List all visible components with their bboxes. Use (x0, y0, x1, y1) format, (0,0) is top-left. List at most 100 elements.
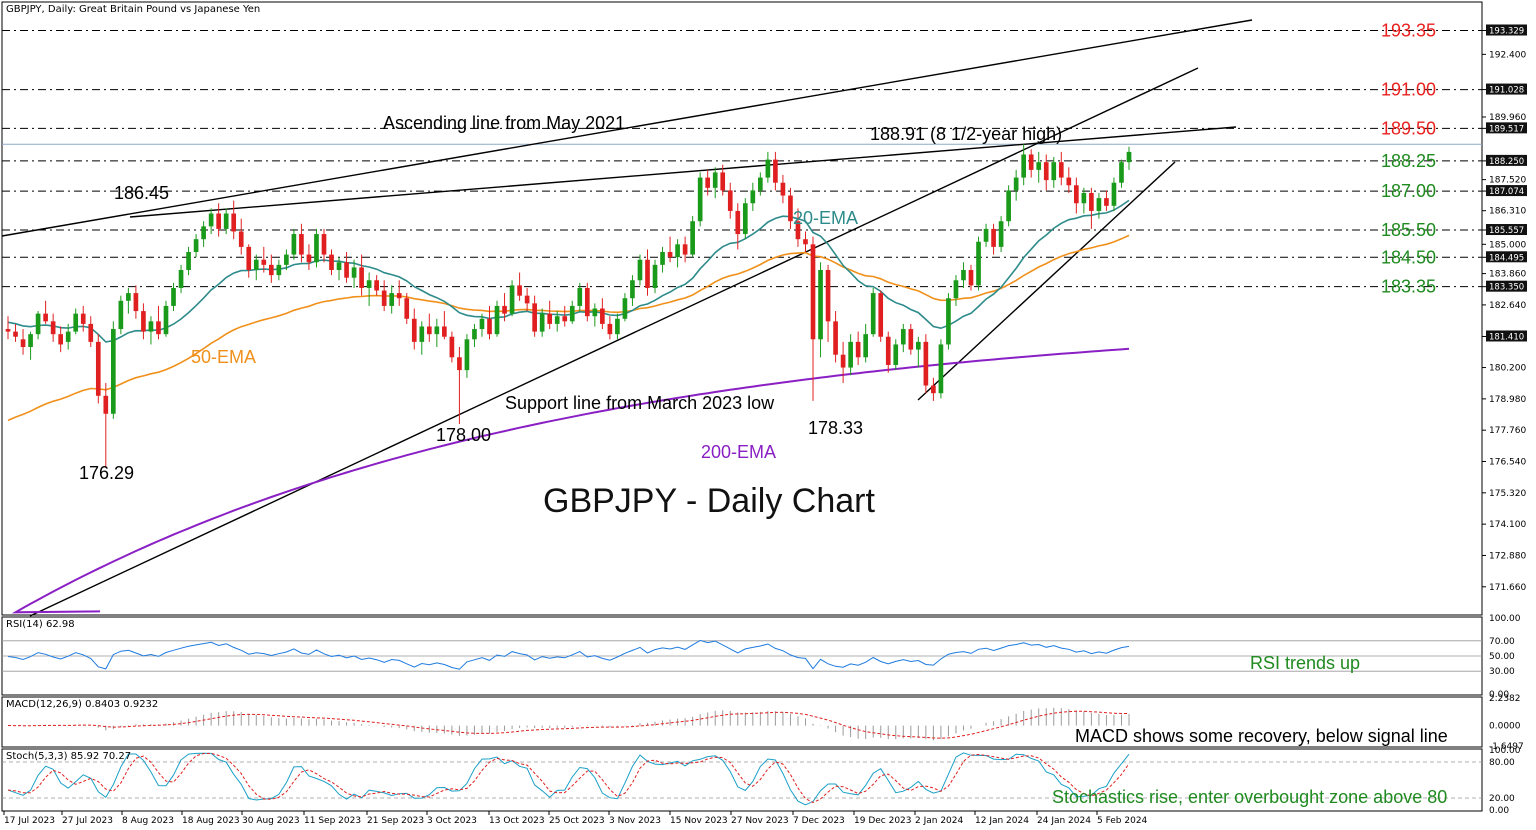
candle-body (946, 298, 951, 345)
candle (389, 285, 395, 314)
candle (652, 259, 658, 294)
candle (637, 254, 643, 286)
candle-body (5, 329, 11, 332)
candle (426, 313, 432, 342)
candle (592, 303, 598, 327)
candle-body (396, 293, 402, 299)
candle (509, 280, 515, 317)
candle-body (351, 267, 357, 278)
stoch-k-line (7, 752, 1130, 806)
candle (1036, 151, 1042, 183)
candle (494, 300, 500, 337)
candle (532, 295, 537, 337)
price-tag-label: 189.517 (1489, 124, 1524, 134)
candle (991, 223, 996, 255)
candle (1021, 144, 1027, 186)
candle-body (607, 323, 613, 335)
candle (840, 341, 846, 383)
candle-body (577, 287, 583, 306)
candle (1119, 159, 1124, 188)
candle-body (539, 313, 545, 332)
candle (712, 167, 718, 199)
candle (163, 300, 169, 337)
macd-tick-label: 0.0000 (1489, 722, 1521, 732)
price-tick-label: 189.960 (1489, 113, 1526, 123)
candle-body (976, 241, 981, 286)
price-tick-label: 177.760 (1489, 426, 1526, 436)
candle-body (742, 203, 748, 235)
candle-body (1036, 162, 1042, 170)
date-tick-label: 17 Jul 2023 (4, 816, 55, 826)
candle-body (126, 293, 131, 301)
macd-header: MACD(12,26,9) 0.8403 0.9232 (6, 699, 158, 710)
candle (464, 334, 470, 378)
stoch-d-line (7, 752, 1130, 804)
trendline (917, 161, 1176, 401)
levels-layer: 193.35 191.00 189.50 188.25 187.00 185.50 184.… (2, 20, 1482, 297)
candle-body (810, 244, 816, 340)
candle (1081, 187, 1087, 214)
candle (359, 254, 364, 296)
candle (118, 295, 124, 335)
candle-body (223, 213, 229, 229)
candle-body (667, 252, 673, 258)
price-tag-label: 187.074 (1489, 187, 1524, 197)
candle (908, 323, 914, 355)
candle (208, 208, 214, 235)
candle (141, 303, 146, 340)
candle-body (434, 326, 440, 335)
candle (411, 308, 417, 350)
candle-body (479, 318, 485, 330)
candle-body (758, 177, 763, 191)
candle (622, 293, 628, 322)
candle (758, 172, 763, 196)
candle (855, 331, 861, 365)
candle (126, 287, 131, 314)
candle-body (615, 318, 620, 335)
candle-body (1104, 198, 1109, 206)
price-tick-label: 187.520 (1489, 176, 1526, 186)
date-tick-label: 15 Nov 2023 (670, 816, 728, 826)
candle-body (991, 228, 996, 247)
candle (381, 280, 387, 312)
stoch-note: Stochastics rise, enter overbought zone … (1052, 787, 1447, 807)
candle (675, 239, 680, 268)
candle-body (193, 239, 199, 253)
candle-body (893, 344, 899, 365)
date-tick-label: 8 Aug 2023 (122, 816, 174, 826)
candle-body (148, 321, 154, 332)
date-tick-label: 27 Jul 2023 (62, 816, 113, 826)
candle-body (705, 177, 711, 188)
candle (885, 331, 891, 373)
price-tick-label: 182.640 (1489, 301, 1526, 311)
rsi-header: RSI(14) 62.98 (6, 619, 75, 630)
candle (727, 182, 733, 219)
candle (13, 323, 18, 342)
candle (284, 249, 289, 270)
candle (186, 246, 191, 276)
candle (953, 275, 959, 306)
low-label-176-29: 176.29 (79, 463, 134, 483)
candle-body (359, 267, 364, 288)
candle-body (13, 331, 18, 337)
candle-body (457, 357, 462, 371)
candle (171, 282, 176, 312)
candle (156, 305, 161, 340)
candle-body (95, 341, 101, 396)
level-label: 185.50 (1381, 220, 1436, 240)
candle-body (80, 313, 86, 324)
candle-body (208, 213, 214, 227)
rsi-tick-label: 70.00 (1489, 637, 1515, 647)
candle (321, 228, 327, 263)
candle (795, 208, 801, 247)
price-tick-label: 180.200 (1489, 364, 1526, 374)
candle (825, 264, 831, 342)
price-tag (1486, 224, 1527, 236)
candle (43, 300, 48, 324)
price-pane (1, 1, 1483, 616)
candle (584, 282, 590, 322)
candle (810, 236, 816, 401)
candle (133, 285, 139, 319)
